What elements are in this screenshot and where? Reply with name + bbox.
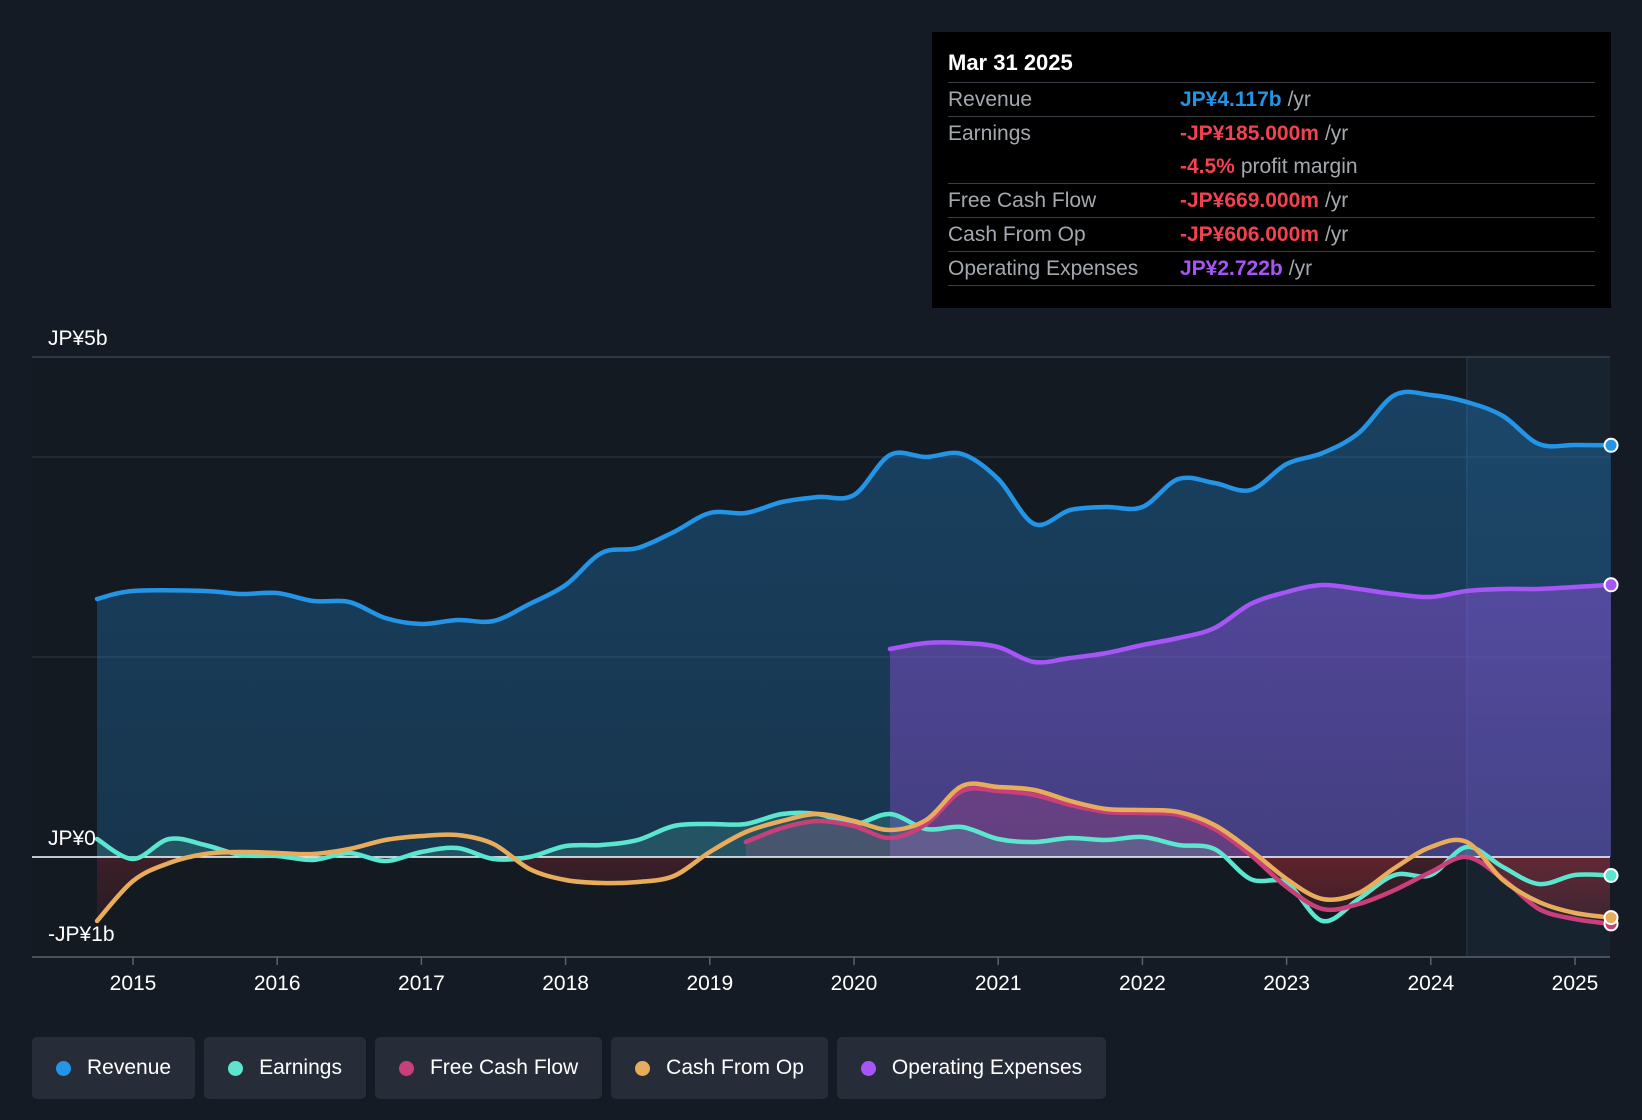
revenue-end-marker bbox=[1603, 437, 1619, 453]
x-axis-label: 2015 bbox=[110, 972, 157, 995]
tooltip-row-cash-from-op: Cash From Op -JP¥606.000m /yr bbox=[948, 217, 1595, 251]
legend-item-earnings[interactable]: Earnings bbox=[204, 1037, 366, 1099]
x-axis-label: 2021 bbox=[975, 972, 1022, 995]
tooltip-unit: /yr bbox=[1324, 223, 1349, 246]
tooltip-value: JP¥2.722b bbox=[1180, 257, 1283, 280]
cash-from-op-line bbox=[94, 781, 1614, 924]
tooltip-label: Operating Expenses bbox=[948, 257, 1139, 280]
revenue-line bbox=[94, 389, 1614, 627]
earnings-end-marker bbox=[1603, 868, 1619, 883]
tooltip-unit: /yr bbox=[1324, 122, 1349, 145]
x-axis-label: 2016 bbox=[254, 972, 301, 995]
legend-label: Cash From Op bbox=[666, 1056, 804, 1079]
legend-dot-icon bbox=[860, 1060, 876, 1076]
legend-item-operating-expenses[interactable]: Operating Expenses bbox=[836, 1037, 1107, 1099]
tooltip-value: JP¥4.117b bbox=[1180, 88, 1282, 111]
tooltip-unit: /yr bbox=[1288, 257, 1313, 280]
legend-item-revenue[interactable]: Revenue bbox=[32, 1037, 196, 1099]
legend-item-free-cash-flow[interactable]: Free Cash Flow bbox=[374, 1037, 603, 1099]
tooltip-value: -4.5% bbox=[1180, 155, 1235, 178]
tooltip-label: Cash From Op bbox=[948, 223, 1086, 246]
tooltip-value: -JP¥185.000m bbox=[1180, 122, 1319, 145]
tooltip-row-free-cash-flow: Free Cash Flow -JP¥669.000m /yr bbox=[948, 183, 1595, 217]
tooltip-label: Revenue bbox=[948, 88, 1033, 111]
tooltip-label: Earnings bbox=[948, 122, 1031, 145]
tooltip-divider bbox=[948, 285, 1595, 286]
legend-dot-icon bbox=[228, 1060, 244, 1076]
x-axis-label: 2017 bbox=[398, 972, 445, 995]
legend-label: Revenue bbox=[87, 1056, 172, 1079]
legend-label: Operating Expenses bbox=[891, 1056, 1083, 1079]
tooltip-label: Free Cash Flow bbox=[948, 189, 1097, 212]
legend-dot-icon bbox=[56, 1060, 71, 1076]
tooltip-row-profit-margin: -4.5% profit margin bbox=[948, 150, 1595, 183]
legend-label: Free Cash Flow bbox=[429, 1056, 579, 1079]
x-axis-label: 2020 bbox=[831, 972, 878, 995]
legend-dot-icon bbox=[398, 1060, 414, 1076]
x-axis-label: 2024 bbox=[1407, 972, 1454, 995]
chart-legend: Revenue Earnings Free Cash Flow Cash Fro… bbox=[32, 1037, 1107, 1099]
tooltip-unit: /yr bbox=[1324, 189, 1349, 212]
x-axis-label: 2019 bbox=[686, 972, 733, 995]
free-cash-flow-line bbox=[743, 786, 1614, 927]
earnings-positive-area bbox=[97, 812, 1610, 857]
operating-expenses-line bbox=[887, 582, 1614, 665]
tooltip-value: -JP¥669.000m bbox=[1180, 189, 1319, 212]
tooltip-row-revenue: Revenue JP¥4.117b /yr bbox=[948, 82, 1595, 116]
y-axis-label: JP¥5b bbox=[48, 327, 108, 350]
tooltip-unit: profit margin bbox=[1240, 155, 1358, 178]
tooltip-label bbox=[948, 150, 1180, 183]
data-tooltip: Mar 31 2025 Revenue JP¥4.117b /yr Earnin… bbox=[932, 32, 1611, 308]
free-cash-flow-positive-area bbox=[745, 788, 1610, 857]
x-axis-label: 2022 bbox=[1119, 972, 1166, 995]
cash-from-op-end-marker bbox=[1603, 910, 1619, 926]
tooltip-date: Mar 31 2025 bbox=[948, 50, 1073, 75]
legend-item-cash-from-op[interactable]: Cash From Op bbox=[611, 1037, 828, 1099]
tooltip-unit: /yr bbox=[1287, 88, 1311, 111]
legend-dot-icon bbox=[635, 1060, 651, 1076]
legend-label: Earnings bbox=[259, 1056, 342, 1079]
x-axis-label: 2018 bbox=[542, 972, 589, 995]
y-axis-label: JP¥0 bbox=[48, 827, 96, 850]
x-axis-label: 2025 bbox=[1552, 972, 1599, 995]
tooltip-value: -JP¥606.000m bbox=[1180, 223, 1319, 246]
operating-expenses-area bbox=[890, 584, 1611, 857]
y-axis-label: -JP¥1b bbox=[48, 923, 115, 946]
x-axis-label: 2023 bbox=[1263, 972, 1310, 995]
tooltip-row-earnings: Earnings -JP¥185.000m /yr bbox=[948, 116, 1595, 150]
operating-expenses-end-marker bbox=[1603, 577, 1619, 593]
tooltip-row-operating-expenses: Operating Expenses JP¥2.722b /yr bbox=[948, 251, 1595, 285]
